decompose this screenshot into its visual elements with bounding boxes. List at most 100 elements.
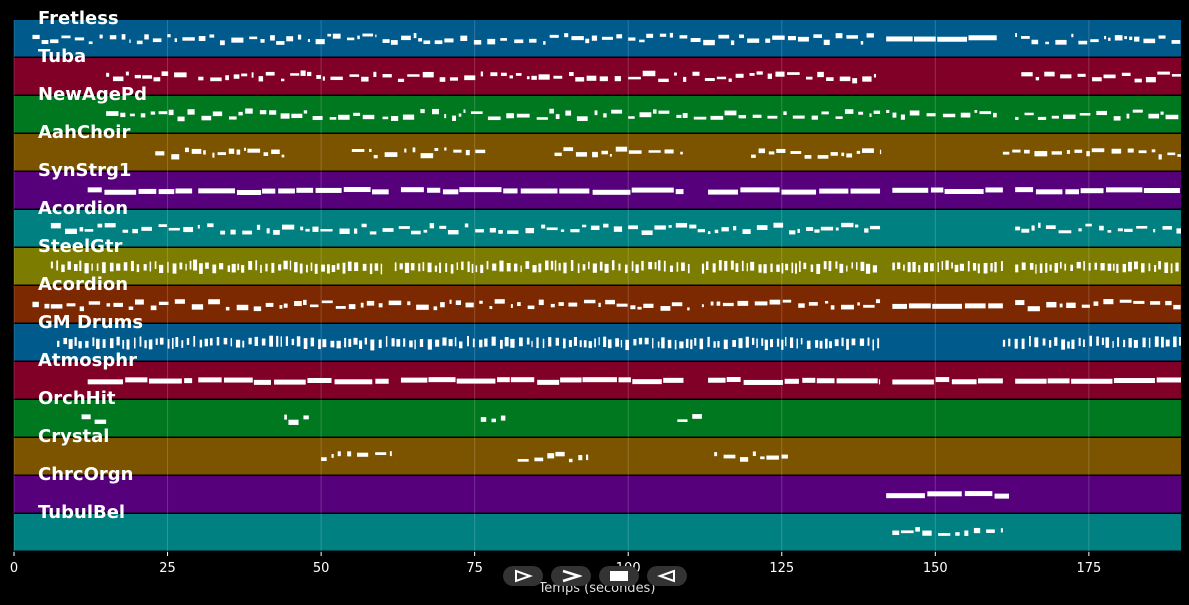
note [88,41,93,45]
note [531,75,537,80]
note [824,300,829,304]
note [139,336,142,347]
note [168,227,180,231]
note [705,261,709,271]
note [826,77,834,81]
note [322,76,325,81]
note [819,188,849,194]
note [1060,74,1072,79]
note [510,338,515,348]
note [278,188,295,194]
note [785,336,787,347]
stop-button[interactable] [599,566,639,586]
note [87,187,102,193]
note [541,224,546,229]
note [592,263,597,273]
note [775,71,785,77]
note [244,147,246,151]
note [422,71,434,78]
note [245,108,253,114]
note [1156,377,1181,383]
note [732,340,736,347]
note [704,78,715,82]
note [585,38,590,44]
note [1101,337,1104,346]
note [776,264,780,272]
note [973,527,981,534]
note [815,340,819,348]
note [789,337,794,348]
note [207,223,214,228]
track-lane [14,400,1181,437]
note [276,335,279,347]
note [487,38,496,45]
note [897,262,901,270]
note [712,263,716,273]
note [440,302,445,308]
note [1024,149,1030,154]
note [423,40,431,45]
note [128,306,134,310]
note [761,338,764,346]
note [168,109,174,116]
note [1076,261,1081,269]
note [710,301,714,306]
note [571,36,584,41]
note [384,152,398,157]
note [803,262,807,270]
note [254,336,259,347]
note [1034,337,1039,348]
note [830,152,838,156]
note [841,222,854,228]
note [96,338,100,350]
note [155,151,165,156]
note [1021,338,1025,350]
note [724,260,728,271]
note [158,111,168,115]
note [205,262,209,269]
note [972,262,977,271]
x-tick-label: 25 [159,561,176,576]
forward-button[interactable] [551,566,591,586]
note [1014,338,1018,349]
play-button[interactable] [503,566,543,586]
note [769,299,781,305]
note [543,41,546,45]
rewind-button[interactable] [647,566,687,586]
note [983,262,988,274]
note [598,337,600,346]
note [578,455,583,461]
note [125,71,129,76]
note [465,302,474,308]
note [835,227,839,231]
note [841,337,844,347]
note [109,338,114,349]
note [625,339,630,351]
note [220,230,226,235]
note [1078,228,1082,232]
note [576,116,588,122]
note [413,32,417,39]
note [525,227,535,234]
note [750,261,755,271]
note [349,74,360,77]
note [1136,225,1148,229]
note [1051,151,1062,155]
note [960,112,971,118]
note [484,338,488,347]
note [444,147,447,151]
note [242,340,245,348]
note [138,188,157,194]
note [296,336,301,347]
note [652,109,657,114]
note [663,377,684,383]
x-tick-label: 50 [313,561,330,576]
note [560,229,565,232]
note [628,150,642,154]
note [320,228,333,232]
note [637,306,642,310]
note [360,302,364,308]
note [834,339,839,347]
note [594,338,596,348]
note [480,71,484,77]
